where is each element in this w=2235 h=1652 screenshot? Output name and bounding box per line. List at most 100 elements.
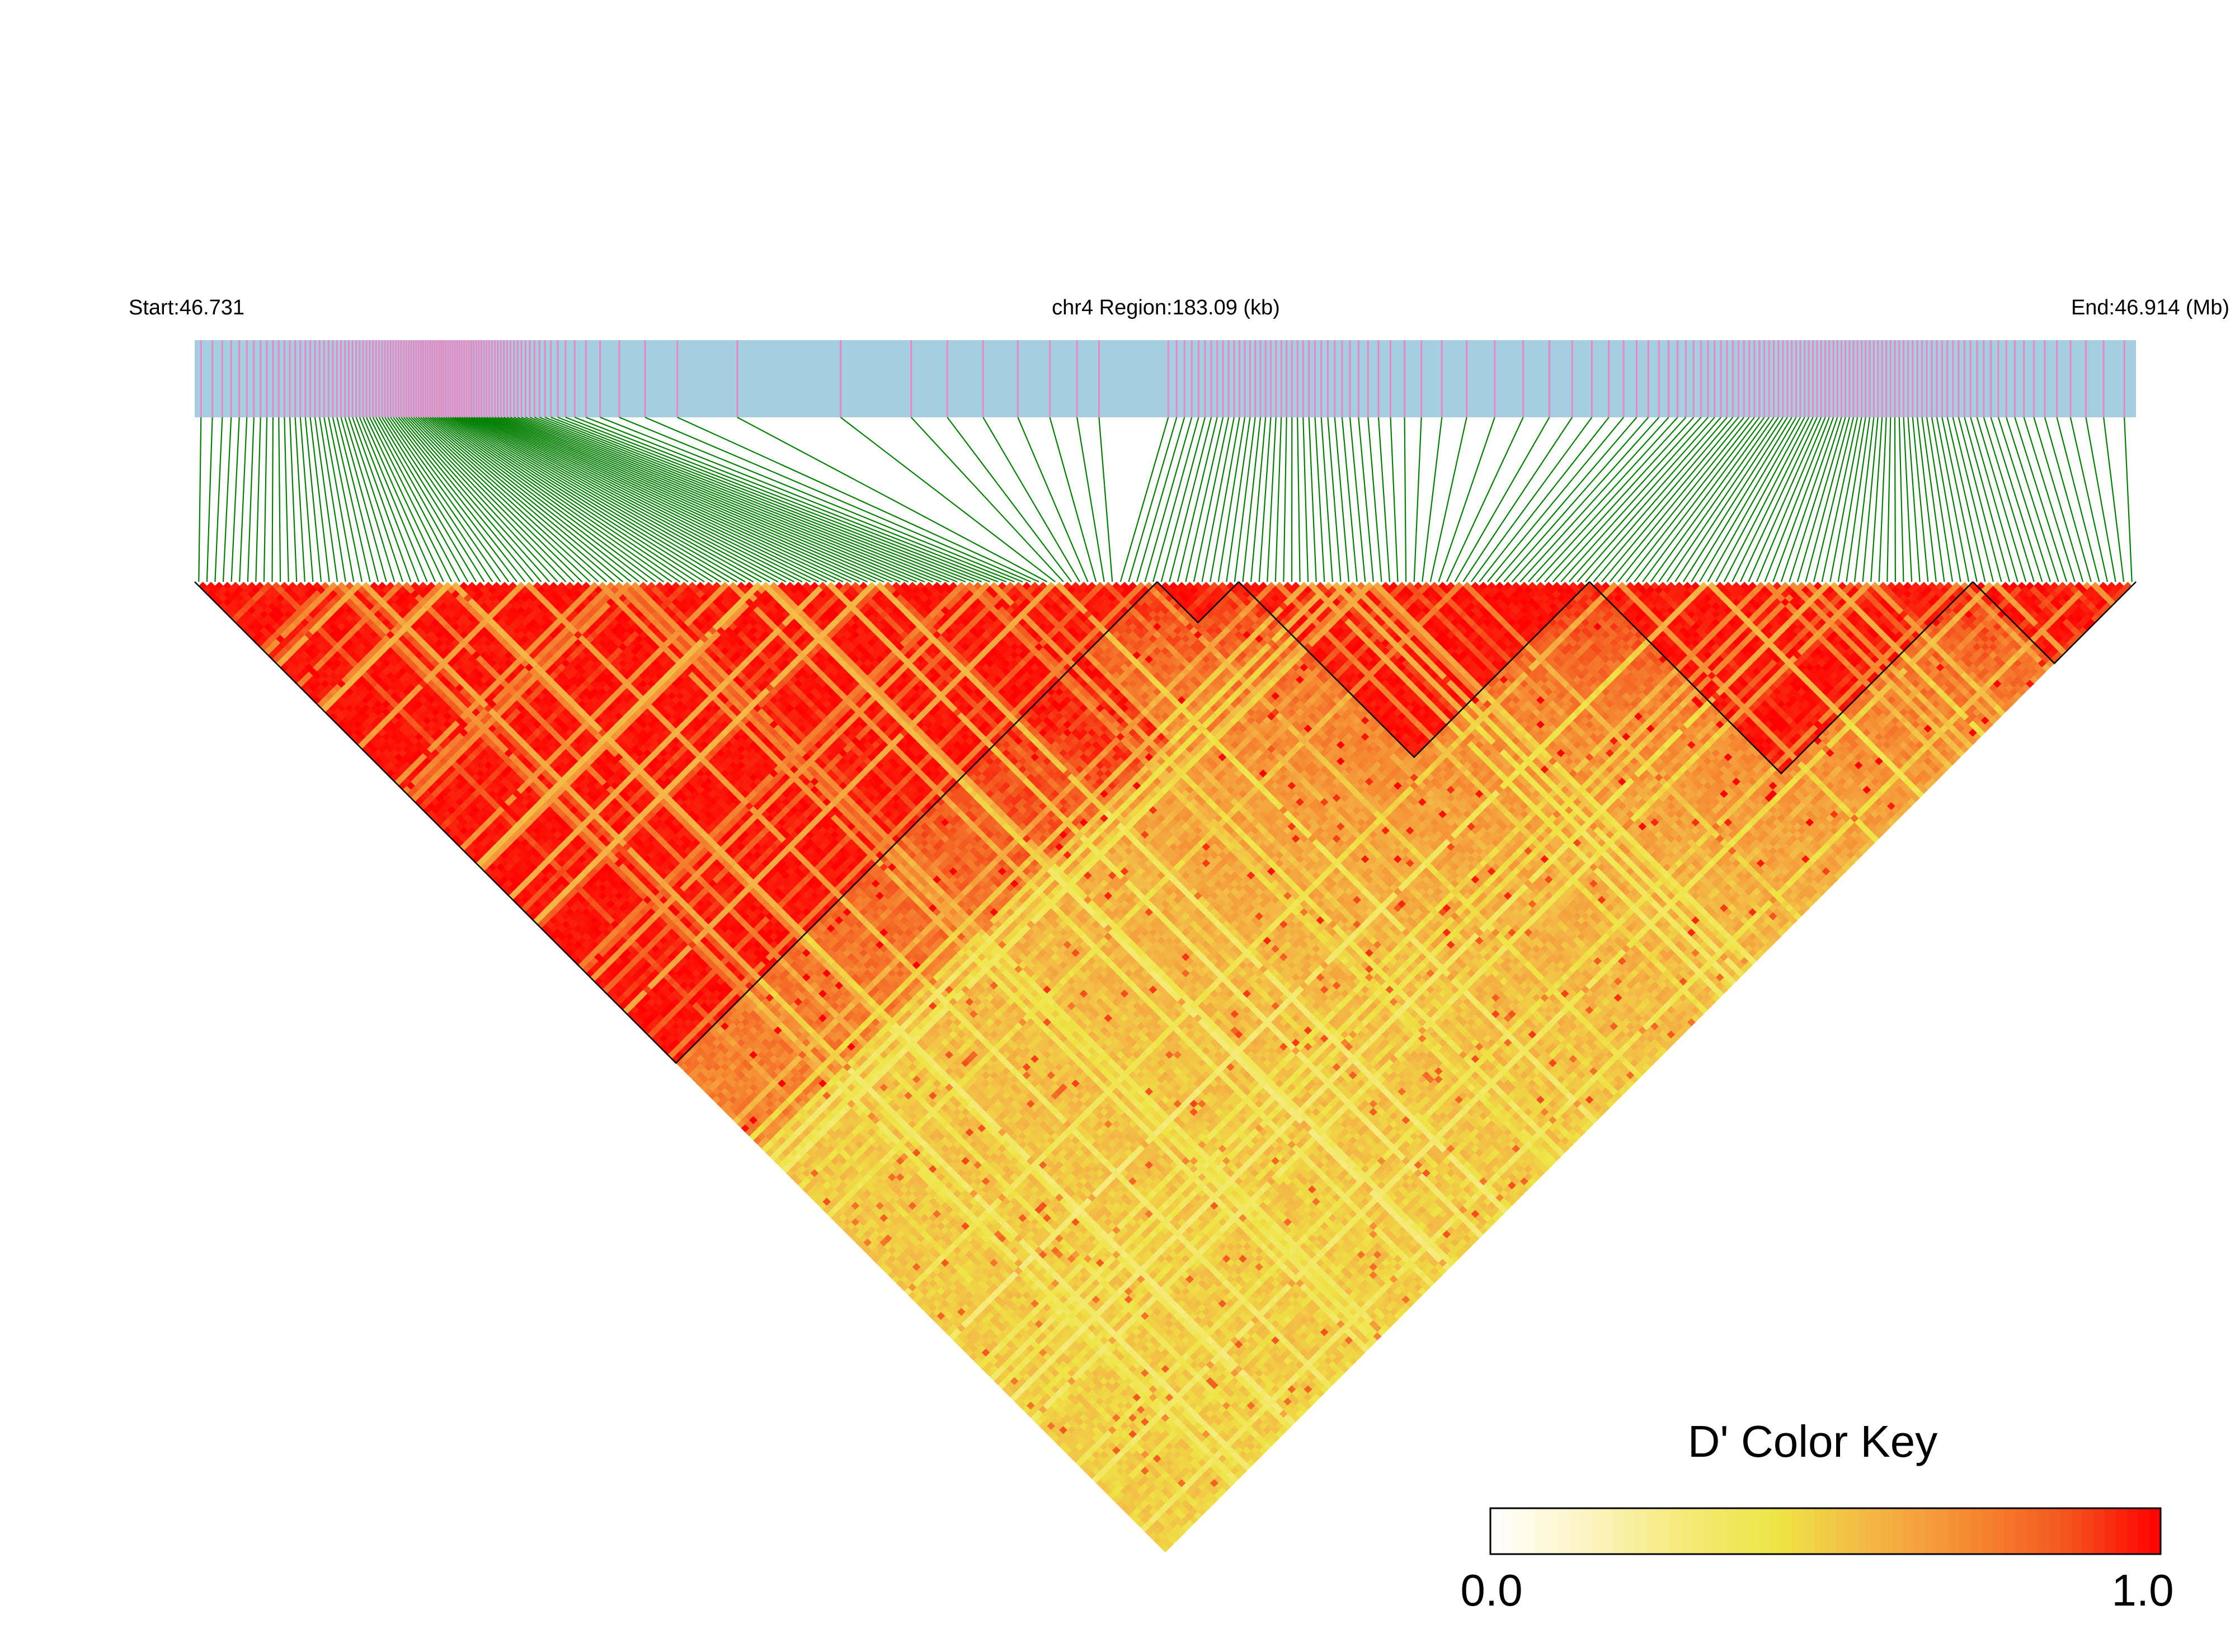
snp-tick [1748, 340, 1751, 417]
snp-tick [429, 340, 431, 417]
snp-tick [266, 340, 268, 417]
ld-cell [1071, 1438, 1080, 1447]
snp-connector-line [1210, 417, 1240, 582]
snp-tick [369, 340, 371, 417]
snp-tick [1222, 340, 1224, 417]
snp-tick [327, 340, 330, 417]
snp-connector-line [452, 417, 721, 582]
snp-tick [573, 340, 576, 417]
snp-tick [1795, 340, 1798, 417]
snp-connector-line [1829, 417, 1862, 582]
snp-tick [1832, 340, 1834, 417]
ld-cell [782, 1149, 791, 1157]
ld-cell [802, 1185, 811, 1194]
snp-connector-line [1780, 417, 1838, 582]
snp-connector-line [677, 416, 1039, 583]
snp-tick [1931, 340, 1933, 417]
snp-tick [1233, 340, 1235, 417]
snp-tick [1799, 340, 1801, 417]
snp-connector-line [1217, 417, 1246, 582]
snp-connector-line [466, 417, 770, 582]
snp-tick [644, 340, 646, 417]
snp-connector-line [1446, 417, 1524, 582]
snp-tick [480, 340, 482, 417]
snp-connector-line [378, 417, 477, 582]
ld-cell [210, 586, 219, 594]
snp-tick [982, 340, 984, 417]
snp-tick [1204, 340, 1206, 417]
snp-tick [299, 340, 302, 417]
snp-connector-line [514, 416, 909, 583]
snp-tick [1494, 340, 1496, 417]
snp-connector-line [1601, 417, 1739, 582]
snp-tick [676, 340, 679, 417]
snp-tick [520, 340, 523, 417]
snp-connector-line [544, 416, 966, 583]
ld-cell [1083, 1466, 1093, 1475]
snp-connector-line [557, 416, 982, 583]
snp-tick [427, 340, 429, 417]
snp-tick [1881, 340, 1883, 417]
snp-tick [488, 340, 491, 417]
snp-tick [1280, 340, 1282, 417]
snp-connector-line [247, 417, 255, 582]
snp-tick [405, 340, 407, 417]
ld-cell [1083, 1458, 1093, 1467]
snp-tick [1227, 340, 1230, 417]
snp-tick [400, 340, 402, 417]
snp-tick [1782, 340, 1784, 417]
snp-connector-line [445, 417, 697, 582]
snp-connector-line [1128, 417, 1178, 582]
snp-connector-line [1470, 417, 1593, 582]
snp-connector-line [415, 417, 591, 582]
snp-tick [403, 340, 405, 417]
snp-connector-line [1201, 417, 1235, 582]
snp-connector-line [1177, 417, 1218, 582]
snp-tick [1889, 340, 1891, 417]
snp-tick [1320, 340, 1323, 417]
snp-tick [1763, 340, 1766, 417]
ld-cell [737, 1104, 746, 1112]
ld-cell [830, 1197, 840, 1206]
snp-tick [1907, 340, 1909, 417]
snp-tick [359, 340, 361, 417]
snp-tick [1548, 340, 1550, 417]
snp-tick [422, 340, 424, 417]
ld-cell [1112, 1495, 1121, 1504]
snp-connector-line [1666, 417, 1779, 582]
snp-connector-line [1707, 417, 1801, 582]
snp-connector-line [947, 417, 1072, 582]
snp-connector-line [1642, 417, 1765, 582]
snp-connector-line [1609, 417, 1745, 582]
snp-tick [336, 340, 338, 417]
snp-connector-line [432, 417, 648, 582]
snp-tick [1753, 340, 1756, 417]
ld-cell [973, 1348, 982, 1357]
ld-cell [1091, 1466, 1100, 1475]
snp-connector-line [332, 417, 371, 582]
ld-cell [806, 1173, 815, 1182]
ld-cell [415, 789, 424, 798]
ld-cell [945, 1311, 954, 1320]
snp-tick [1963, 340, 1965, 417]
ld-cell [696, 1063, 705, 1071]
snp-connector-line [1846, 417, 1871, 582]
snp-tick [456, 340, 458, 417]
snp-connector-line [461, 417, 754, 582]
ld-cell [826, 1193, 835, 1202]
snp-tick [1357, 340, 1359, 417]
ld-cell [1149, 1515, 1158, 1524]
ld-cell [908, 1275, 917, 1283]
snp-tick [557, 340, 559, 417]
snp-tick [440, 340, 443, 417]
snp-connector-line [459, 417, 746, 582]
snp-connector-line [1723, 417, 1810, 582]
ld-cell [924, 1291, 933, 1300]
snp-connector-line [230, 417, 240, 582]
snp-connector-line [1152, 417, 1199, 582]
snp-tick [1302, 340, 1304, 417]
snp-tick [417, 340, 420, 417]
snp-tick [1824, 340, 1827, 417]
snp-connector-line [1748, 417, 1822, 582]
ld-cell [790, 1173, 799, 1182]
